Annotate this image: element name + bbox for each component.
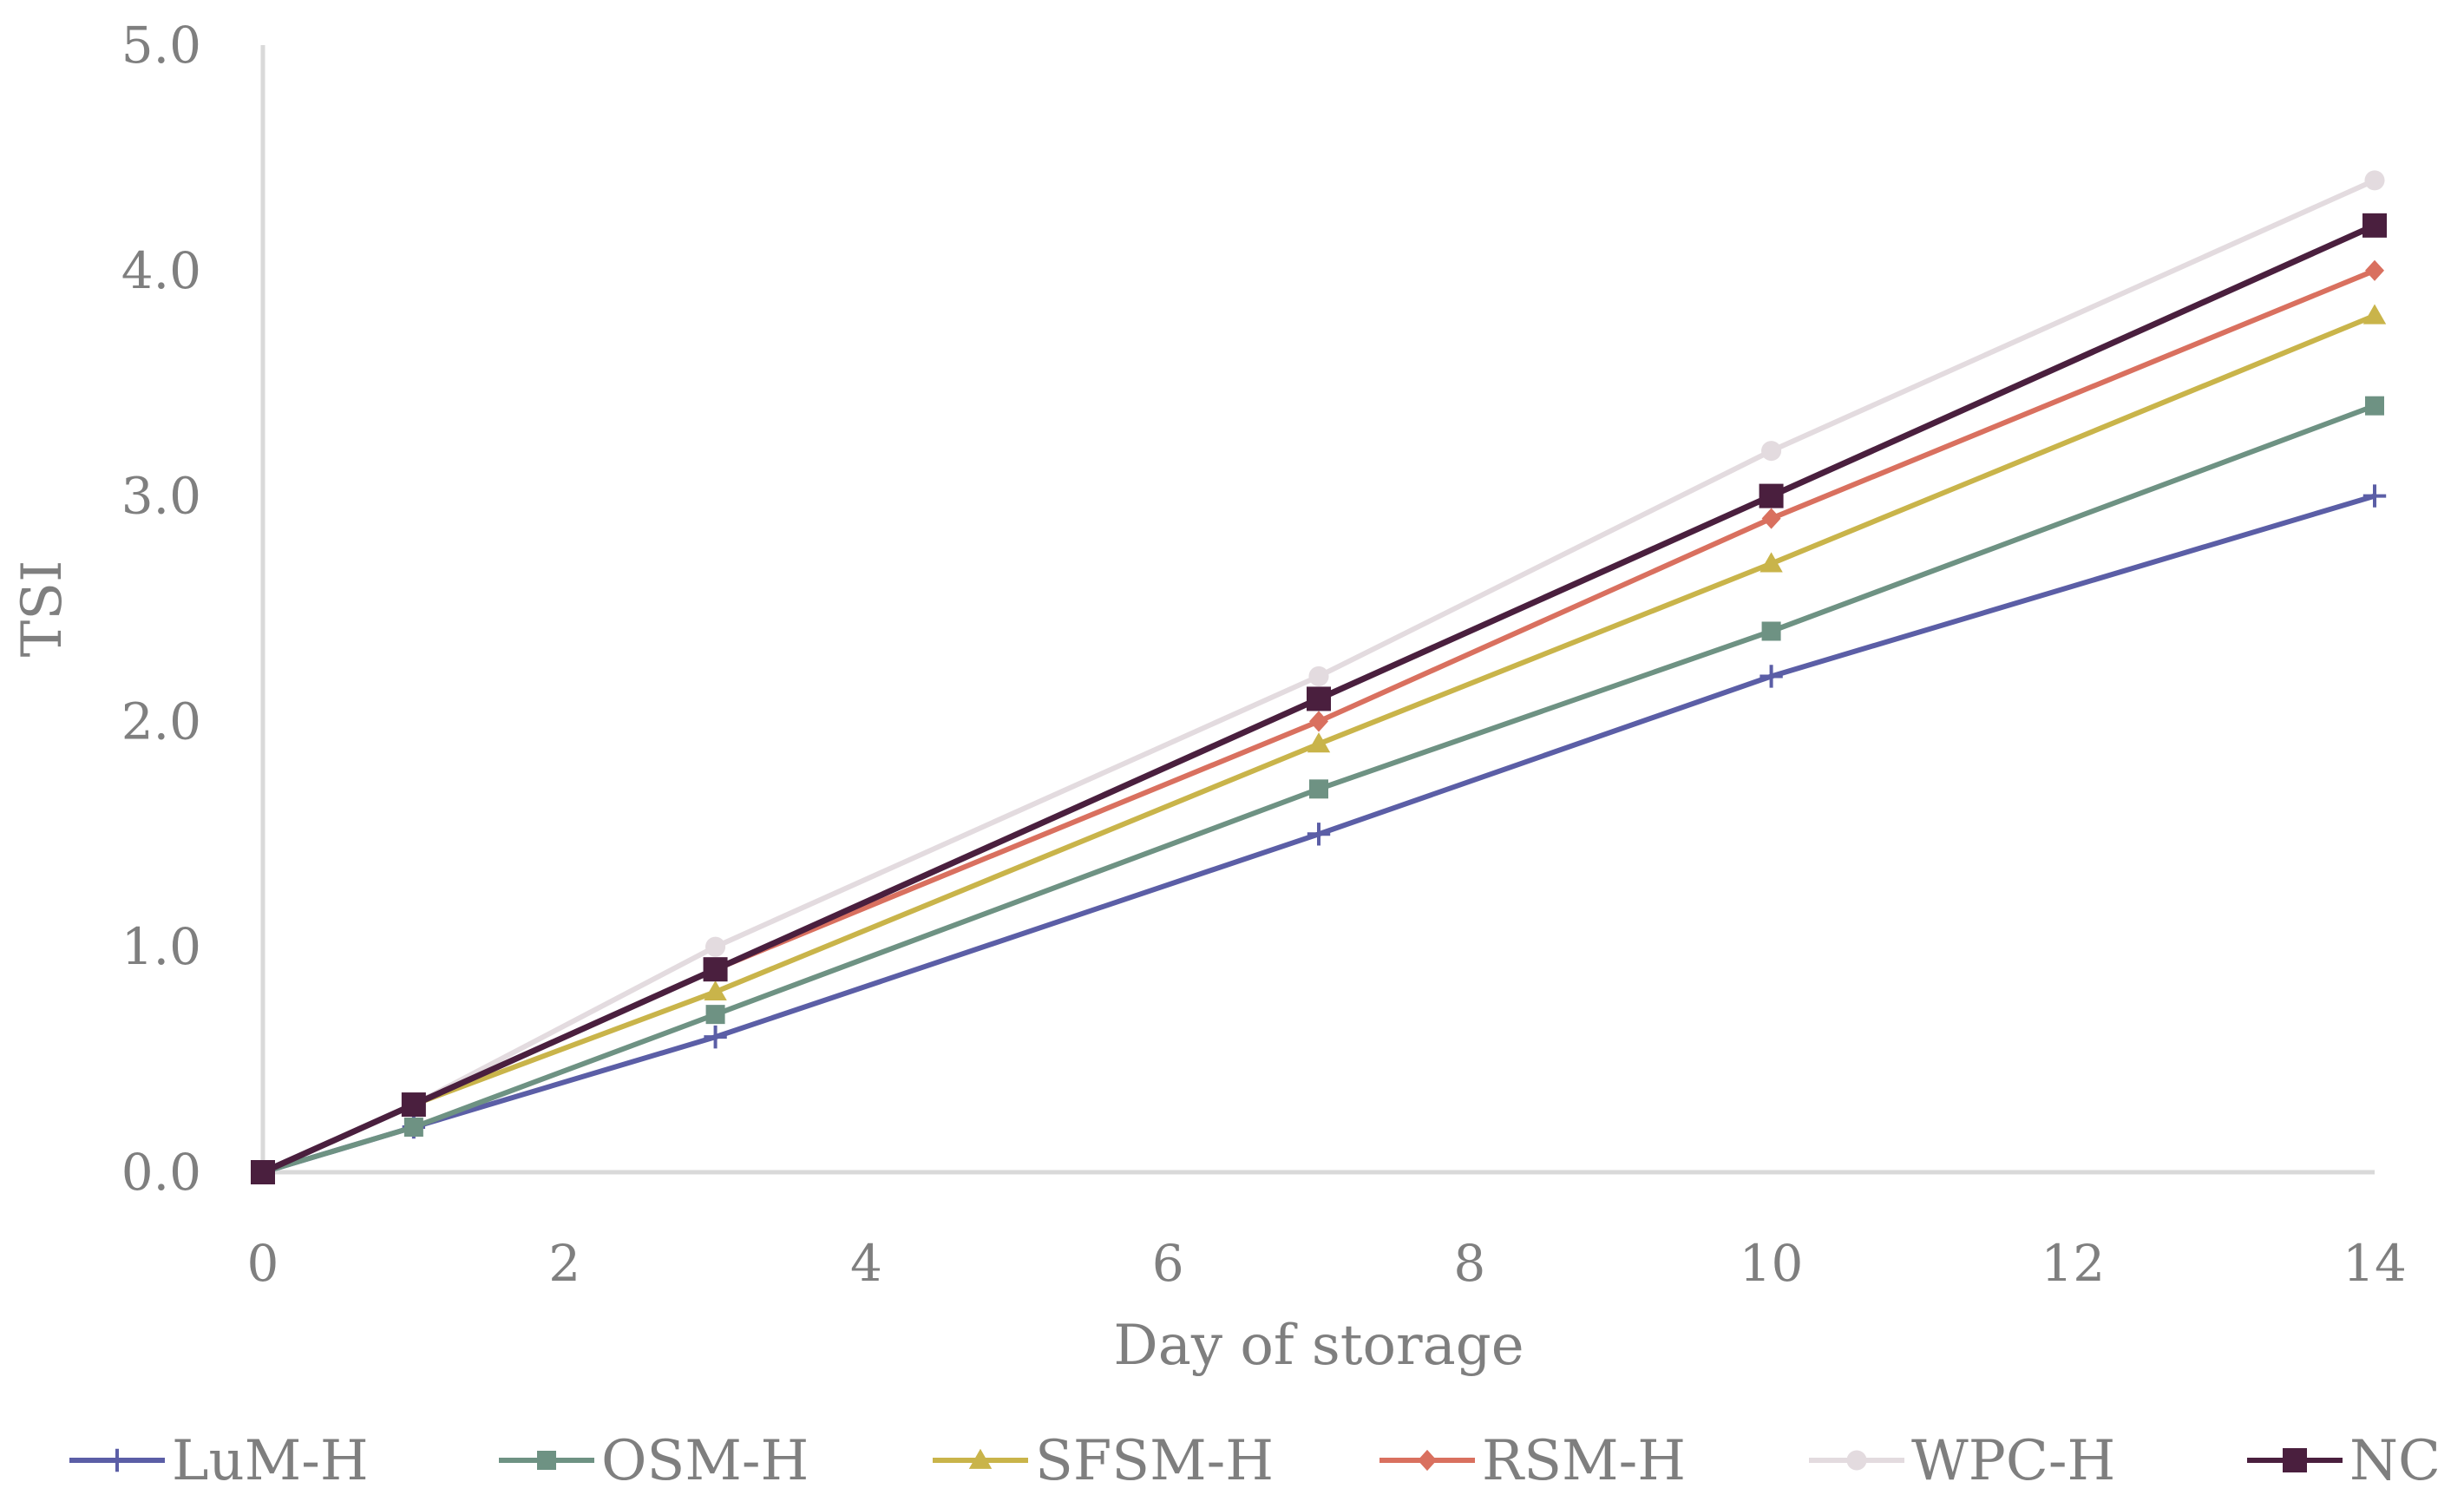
- y-axis-title: TSI: [10, 561, 75, 658]
- legend-item-lum-h: LuM-H: [69, 1429, 369, 1493]
- data-point: [1761, 621, 1781, 641]
- y-tick-label: 1.0: [121, 917, 201, 976]
- data-point: [2362, 304, 2387, 325]
- data-point: [2362, 484, 2387, 508]
- legend-item-nc: NC: [2247, 1429, 2441, 1493]
- data-point: [403, 1118, 423, 1138]
- legend-label: OSM-H: [601, 1429, 809, 1493]
- y-tick-label: 5.0: [121, 16, 201, 75]
- axes: [260, 45, 2375, 1175]
- y-tick-label: 4.0: [121, 241, 201, 300]
- data-point: [2364, 170, 2385, 191]
- legend-label: NC: [2349, 1429, 2441, 1493]
- legend-item-osm-h: OSM-H: [499, 1429, 809, 1493]
- data-point: [1309, 711, 1328, 732]
- data-point: [2365, 259, 2384, 281]
- legend-marker: [1418, 1449, 1437, 1472]
- series-line: [259, 222, 2378, 1176]
- x-tick-label: 14: [2343, 1234, 2407, 1293]
- x-tick-label: 4: [850, 1234, 882, 1293]
- data-point: [1760, 552, 1783, 573]
- x-tick-label: 10: [1740, 1234, 1804, 1293]
- data-point: [1307, 823, 1331, 846]
- y-tick-label: 2.0: [121, 692, 201, 751]
- data-point: [2362, 213, 2387, 238]
- legend-marker: [968, 1448, 993, 1469]
- legend-item-wpc-h: WPC-H: [1809, 1429, 2115, 1493]
- series-line: [260, 403, 2377, 1175]
- data-point: [1307, 686, 1331, 711]
- series-nc: [251, 213, 2387, 1184]
- data-point: [1759, 483, 1784, 508]
- x-axis-ticks: 0 2 4 6 8 10 12 14: [247, 1234, 2407, 1293]
- data-point: [401, 1092, 426, 1118]
- legend-marker: [2283, 1448, 2307, 1472]
- legend-label: SFSM-H: [1035, 1429, 1274, 1493]
- data-point: [705, 1005, 725, 1025]
- series-lum-h: [251, 484, 2387, 1184]
- series-sfsm-h: [251, 304, 2387, 1181]
- data-point: [2365, 396, 2384, 416]
- legend-label: LuM-H: [172, 1429, 369, 1493]
- x-tick-label: 2: [548, 1234, 580, 1293]
- x-tick-label: 6: [1152, 1234, 1184, 1293]
- legend-label: WPC-H: [1911, 1429, 2115, 1493]
- data-point: [703, 957, 728, 982]
- y-tick-label: 0.0: [121, 1143, 201, 1202]
- y-tick-label: 3.0: [121, 467, 201, 526]
- series-osm-h: [253, 396, 2384, 1182]
- x-tick-label: 8: [1453, 1234, 1485, 1293]
- legend-marker: [537, 1451, 556, 1470]
- legend-marker: [105, 1448, 129, 1472]
- data-point: [704, 980, 727, 1001]
- legend: LuM-H OSM-H SFSM-H RSM-H WPC-H NC: [69, 1429, 2441, 1493]
- legend-item-rsm-h: RSM-H: [1379, 1429, 1686, 1493]
- legend-label: RSM-H: [1482, 1429, 1686, 1493]
- data-point: [1308, 666, 1329, 686]
- data-point: [1309, 779, 1328, 799]
- data-point: [1760, 665, 1783, 688]
- series-layer: [251, 170, 2387, 1184]
- x-tick-label: 12: [2041, 1234, 2105, 1293]
- data-point: [705, 936, 726, 957]
- data-point: [251, 1160, 275, 1184]
- x-tick-label: 0: [247, 1234, 279, 1293]
- data-point: [1761, 508, 1781, 529]
- x-axis-title: Day of storage: [1113, 1314, 1524, 1378]
- y-axis-ticks: 0.0 1.0 2.0 3.0 4.0 5.0: [121, 16, 201, 1202]
- data-point: [704, 1025, 727, 1049]
- legend-marker: [1846, 1450, 1867, 1471]
- data-point: [1761, 441, 1782, 462]
- data-point: [1307, 732, 1331, 753]
- legend-item-sfsm-h: SFSM-H: [933, 1429, 1274, 1493]
